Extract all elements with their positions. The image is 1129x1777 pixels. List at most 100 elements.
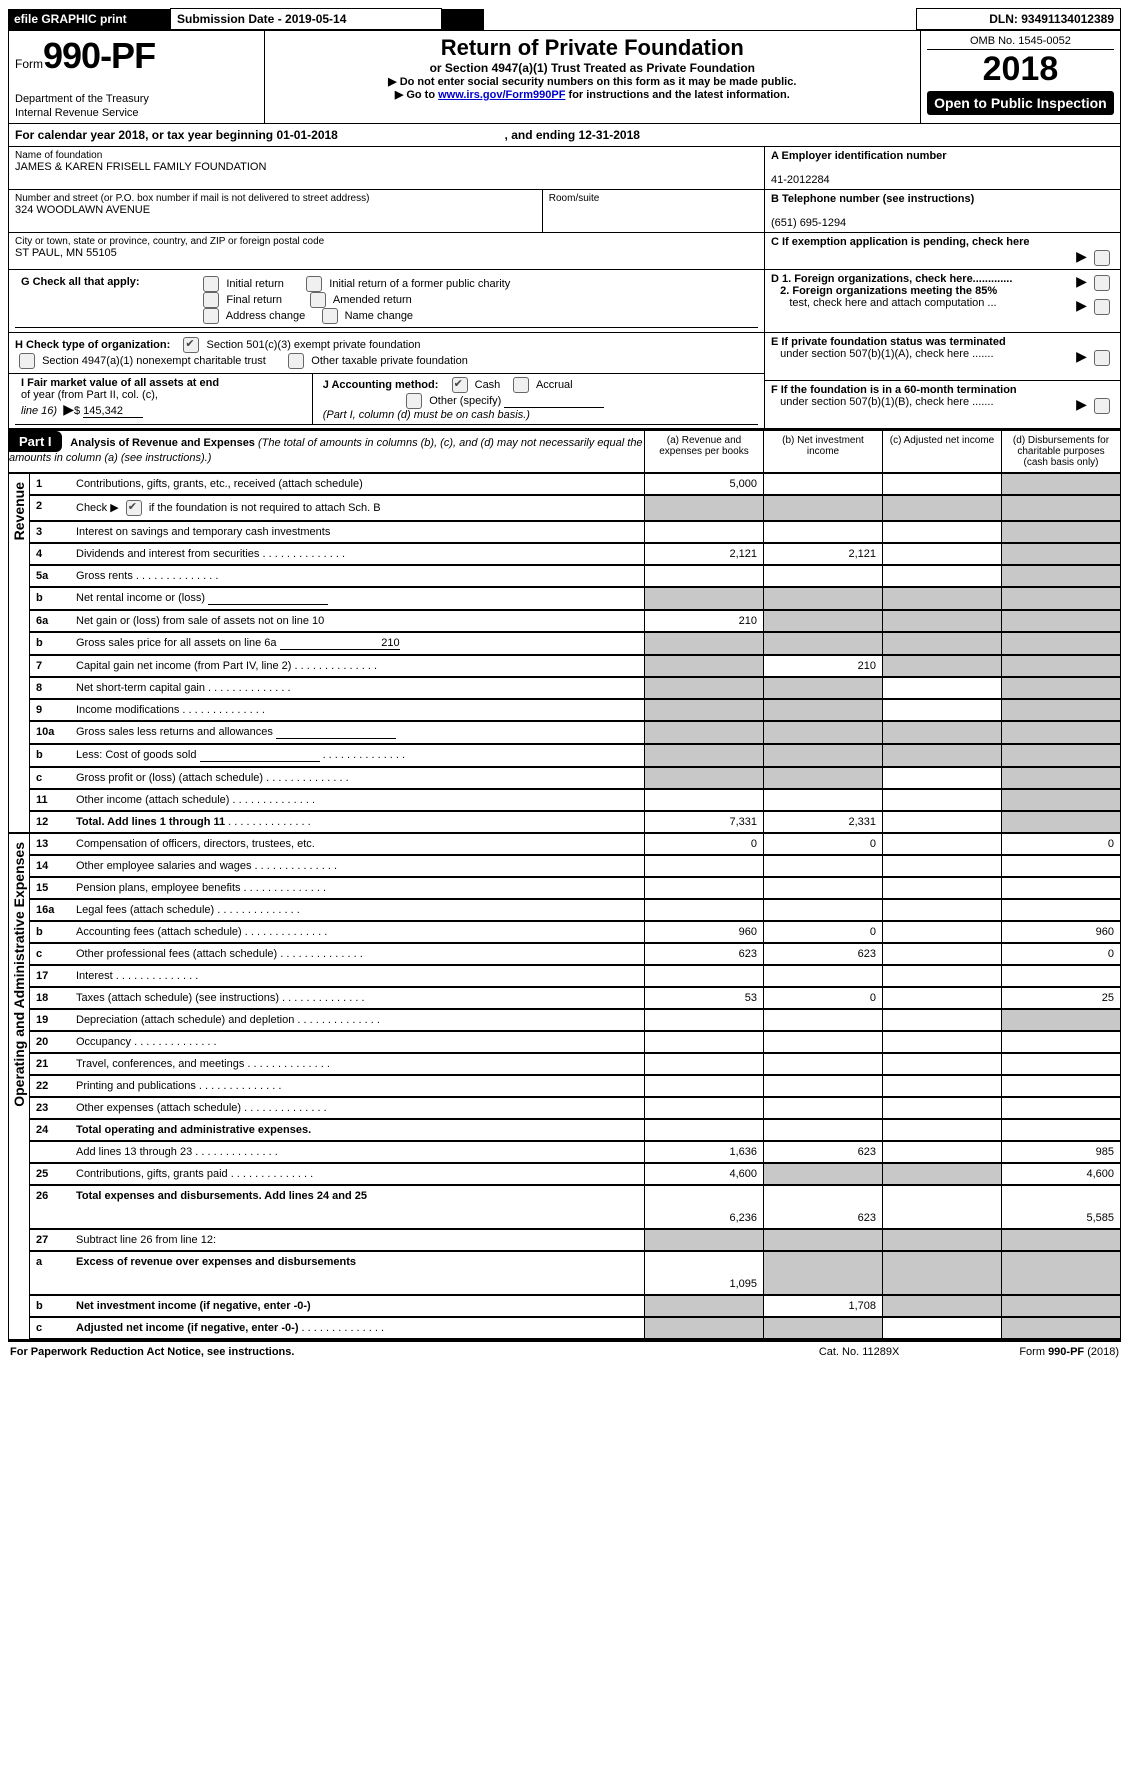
cell-21-b xyxy=(764,1053,883,1075)
cell-8-b xyxy=(764,677,883,699)
cell-26-a: 6,236 xyxy=(645,1185,764,1229)
cell-3-d xyxy=(1002,521,1121,543)
cell-c-d xyxy=(1002,1317,1121,1339)
line-number: 26 xyxy=(30,1185,71,1229)
cell-7-c xyxy=(883,655,1002,677)
line-number: 8 xyxy=(30,677,71,699)
cell-a-c xyxy=(883,1251,1002,1295)
side-label-revenue: Revenue xyxy=(9,473,30,833)
cell-23-c xyxy=(883,1097,1002,1119)
e-checkbox[interactable] xyxy=(1094,350,1110,366)
line-label: Contributions, gifts, grants paid xyxy=(70,1163,645,1185)
j-other[interactable] xyxy=(406,393,422,409)
line-number: 7 xyxy=(30,655,71,677)
h-4947[interactable] xyxy=(19,353,35,369)
cell-20-c xyxy=(883,1031,1002,1053)
g-name-change[interactable] xyxy=(322,308,338,324)
g-initial-return[interactable] xyxy=(203,276,219,292)
d1-checkbox[interactable] xyxy=(1094,275,1110,291)
cell-2-a xyxy=(645,495,764,521)
schb-checkbox[interactable] xyxy=(126,500,142,516)
cell-18-b: 0 xyxy=(764,987,883,1009)
cell-11-a xyxy=(645,789,764,811)
cell-24-c xyxy=(883,1119,1002,1141)
line-number: 4 xyxy=(30,543,71,565)
cell-27-c xyxy=(883,1229,1002,1251)
line-label: Net short-term capital gain xyxy=(70,677,645,699)
g-amended[interactable] xyxy=(310,292,326,308)
d2-checkbox[interactable] xyxy=(1094,299,1110,315)
cell-3-a xyxy=(645,521,764,543)
cell-c-d: 0 xyxy=(1002,943,1121,965)
cell-4-d xyxy=(1002,543,1121,565)
side-label-expenses: Operating and Administrative Expenses xyxy=(9,833,30,1339)
line-number: 5a xyxy=(30,565,71,587)
cell-6a-b xyxy=(764,610,883,632)
line-label: Net rental income or (loss) xyxy=(70,587,645,610)
j-accrual[interactable] xyxy=(513,377,529,393)
line-number: 18 xyxy=(30,987,71,1009)
line-label: Taxes (attach schedule) (see instruction… xyxy=(70,987,645,1009)
cell-6a-c xyxy=(883,610,1002,632)
line-label: Interest xyxy=(70,965,645,987)
line-number: 15 xyxy=(30,877,71,899)
h-501c3[interactable] xyxy=(183,337,199,353)
line-label: Pension plans, employee benefits xyxy=(70,877,645,899)
cell-4-c xyxy=(883,543,1002,565)
h-other-taxable[interactable] xyxy=(288,353,304,369)
cell-16a-b xyxy=(764,899,883,921)
cell-2-b xyxy=(764,495,883,521)
instructions-link[interactable]: www.irs.gov/Form990PF xyxy=(438,89,565,101)
cell-b-b: 0 xyxy=(764,921,883,943)
cell-c-c xyxy=(883,767,1002,789)
cell-16a-a xyxy=(645,899,764,921)
col-d-header: (d) Disbursements for charitable purpose… xyxy=(1002,431,1121,473)
cell-b-d xyxy=(1002,1295,1121,1317)
cell-b-a: 960 xyxy=(645,921,764,943)
address: 324 WOODLAWN AVENUE xyxy=(15,204,536,216)
c-checkbox[interactable] xyxy=(1094,250,1110,266)
cell-b-a xyxy=(645,1295,764,1317)
cell-a-d xyxy=(1002,1251,1121,1295)
line-label: Income modifications xyxy=(70,699,645,721)
line-number: 11 xyxy=(30,789,71,811)
line-label: Total operating and administrative expen… xyxy=(70,1119,645,1141)
cell-2-d xyxy=(1002,495,1121,521)
cell-11-d xyxy=(1002,789,1121,811)
line-number: c xyxy=(30,767,71,789)
cell-a-b xyxy=(764,1251,883,1295)
f-checkbox[interactable] xyxy=(1094,398,1110,414)
cell-3-b xyxy=(764,521,883,543)
line-label: Other expenses (attach schedule) xyxy=(70,1097,645,1119)
footer: For Paperwork Reduction Act Notice, see … xyxy=(8,1340,1121,1362)
line-number: b xyxy=(30,921,71,943)
j-cash[interactable] xyxy=(452,377,468,393)
line-label: Add lines 13 through 23 xyxy=(70,1141,645,1163)
cell-27-b xyxy=(764,1229,883,1251)
cell-21-a xyxy=(645,1053,764,1075)
line-number: 25 xyxy=(30,1163,71,1185)
g-address-change[interactable] xyxy=(203,308,219,324)
line-number: c xyxy=(30,1317,71,1339)
line-number: 3 xyxy=(30,521,71,543)
line-label: Other employee salaries and wages xyxy=(70,855,645,877)
cell-b-c xyxy=(883,921,1002,943)
line-number xyxy=(30,1141,71,1163)
cell-25-b xyxy=(764,1163,883,1185)
cell-b-b: 1,708 xyxy=(764,1295,883,1317)
cell-1-a: 5,000 xyxy=(645,473,764,495)
line-number: 20 xyxy=(30,1031,71,1053)
g-initial-former[interactable] xyxy=(306,276,322,292)
line-number: a xyxy=(30,1251,71,1295)
cell--b: 623 xyxy=(764,1141,883,1163)
cell-25-d: 4,600 xyxy=(1002,1163,1121,1185)
cell-22-b xyxy=(764,1075,883,1097)
tax-year: 2018 xyxy=(927,50,1114,89)
col-c-header: (c) Adjusted net income xyxy=(883,431,1002,473)
g-final-return[interactable] xyxy=(203,292,219,308)
cell-b-c xyxy=(883,587,1002,610)
cell-17-b xyxy=(764,965,883,987)
cell-7-a xyxy=(645,655,764,677)
cell-8-c xyxy=(883,677,1002,699)
line-label: Adjusted net income (if negative, enter … xyxy=(70,1317,645,1339)
